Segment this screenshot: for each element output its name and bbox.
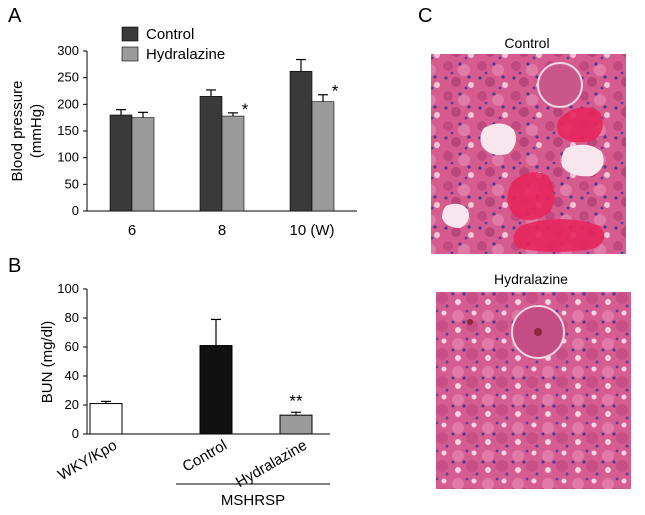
- x-tick-label: Hydralazine: [233, 437, 310, 491]
- y-tick-label: 60: [65, 339, 79, 354]
- panel-b-letter: B: [8, 255, 21, 277]
- y-tick-label: 40: [65, 368, 79, 383]
- y-tick-label: 100: [57, 150, 79, 165]
- bar-control: [199, 345, 233, 435]
- bar-hydralazine: [221, 115, 245, 212]
- x-tick-label: 6: [128, 222, 136, 239]
- panel-c-letter: C: [418, 5, 432, 27]
- bun-chart: 0 20 40 60 80 100 BUN (mg/dl) WKY/Kpo Control ** H…: [39, 281, 330, 509]
- control-image-title: Control: [504, 35, 549, 51]
- x-tick-label: WKY/Kpo: [55, 437, 120, 484]
- y-tick-label: 0: [72, 426, 79, 441]
- y-tick-label: 150: [57, 123, 79, 138]
- x-tick-label: 8: [218, 222, 226, 239]
- blood-pressure-chart: 0 50 100 150 200 250 300 Blood pressure (mmHg) 6 8…: [9, 26, 357, 239]
- y-tick-label: 80: [65, 310, 79, 325]
- y-tick-label: 300: [57, 43, 79, 58]
- panel-a-letter: A: [8, 5, 22, 27]
- y-axis-label: Blood pressure (mmHg): [9, 81, 45, 182]
- significance-mark: **: [289, 391, 303, 410]
- bar-hydralazine: [131, 117, 155, 212]
- bar-control: [109, 114, 133, 212]
- x-tick-label: 10 (W): [290, 222, 335, 239]
- control-histology-image: [431, 54, 626, 254]
- legend-swatch-control: [121, 26, 139, 42]
- x-tick-label: Control: [180, 437, 230, 476]
- significance-mark: *: [242, 100, 249, 119]
- histology-panel: Control: [431, 35, 631, 489]
- y-tick-label: 250: [57, 70, 79, 85]
- significance-mark: *: [332, 82, 339, 101]
- group-label: MSHRSP: [221, 492, 285, 509]
- y-axis-label: BUN (mg/dl): [39, 321, 56, 404]
- legend-label-hydralazine: Hydralazine: [146, 46, 225, 63]
- y-tick-label: 20: [65, 397, 79, 412]
- y-tick-label: 50: [65, 176, 79, 191]
- bar-hydralazine: [311, 101, 335, 212]
- hydralazine-histology-image: [436, 292, 631, 489]
- bar-wky-kpo: [89, 403, 123, 435]
- legend-label-control: Control: [146, 26, 194, 43]
- y-tick-label: 200: [57, 96, 79, 111]
- bar-hydralazine: [279, 414, 313, 435]
- y-tick-label: 100: [57, 281, 79, 296]
- bar-control: [289, 70, 313, 212]
- y-tick-label: 0: [72, 203, 79, 218]
- hydralazine-image-title: Hydralazine: [494, 271, 568, 287]
- bar-control: [199, 96, 223, 212]
- legend-swatch-hydralazine: [121, 46, 139, 62]
